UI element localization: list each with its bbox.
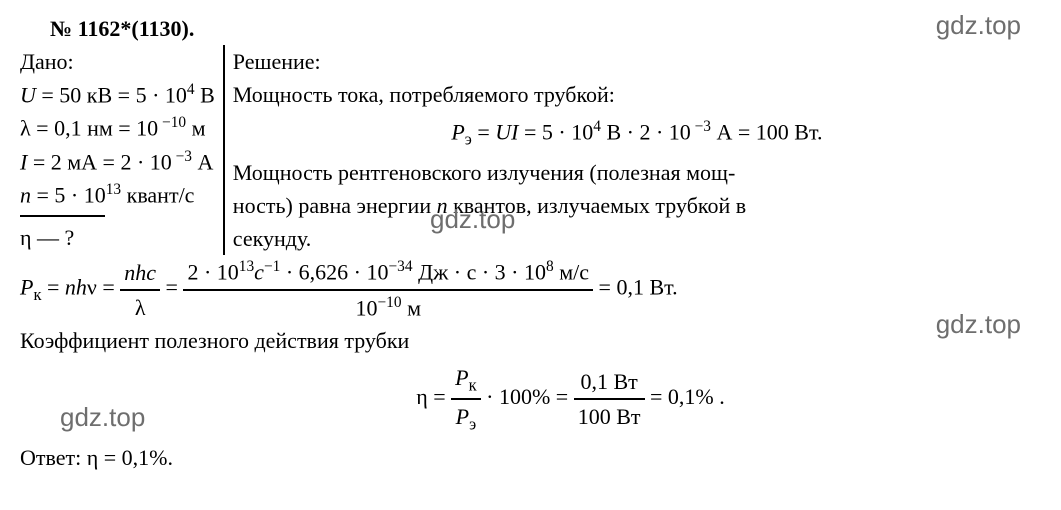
- equation-power-consumed: Pэ = UI = 5 · 104 В · 2 · 10 −3 А = 100 …: [233, 115, 1041, 152]
- given-rule: [20, 215, 105, 217]
- problem-number: № 1162*(1130).: [50, 12, 1041, 45]
- efficiency-label: Коэффициент полезного действия трубки: [20, 324, 1041, 357]
- solution-label: Решение:: [233, 45, 1041, 78]
- given-wavelength: λ = 0,1 нм = 10 −10 м: [20, 111, 215, 144]
- frac-num: 2 · 1013c−1 · 6,626 · 10−34 Дж · с · 3 ·…: [183, 255, 593, 290]
- given-voltage: U = 50 кВ = 5 · 104 В: [20, 78, 215, 111]
- given-label: Дано:: [20, 45, 215, 78]
- frac-num: 0,1 Вт: [574, 365, 645, 400]
- frac-num: nhc: [120, 256, 160, 291]
- frac-den: Pэ: [451, 400, 480, 437]
- equation-eta: η = Pк Pэ · 100% = 0,1 Вт 100 Вт = 0,1% …: [100, 361, 1041, 437]
- two-column-block: Дано: U = 50 кВ = 5 · 104 В λ = 0,1 нм =…: [20, 45, 1041, 255]
- frac-den: λ: [120, 291, 160, 324]
- solution-line2b: ность) равна энергии n квантов, излучаем…: [233, 189, 1041, 222]
- frac-den: 10−10 м: [183, 291, 593, 324]
- solution-column: Решение: Мощность тока, потребляемого тр…: [223, 45, 1041, 255]
- given-quanta: n = 5 · 1013 квант/с: [20, 178, 215, 211]
- equation-pk: Pк = nhν = nhc λ = 2 · 1013c−1 · 6,626 ·…: [20, 255, 1041, 324]
- given-unknown: η — ?: [20, 221, 215, 254]
- given-current: I = 2 мА = 2 · 10 −3 А: [20, 145, 215, 178]
- answer: Ответ: η = 0,1%.: [20, 441, 1041, 474]
- given-column: Дано: U = 50 кВ = 5 · 104 В λ = 0,1 нм =…: [20, 45, 223, 255]
- solution-line2c: секунду.: [233, 222, 1041, 255]
- frac-den: 100 Вт: [574, 400, 645, 433]
- solution-line2a: Мощность рентгеновского излучения (полез…: [233, 156, 1041, 189]
- frac-num: Pк: [451, 361, 480, 400]
- solution-line1: Мощность тока, потребляемого трубкой:: [233, 78, 1041, 111]
